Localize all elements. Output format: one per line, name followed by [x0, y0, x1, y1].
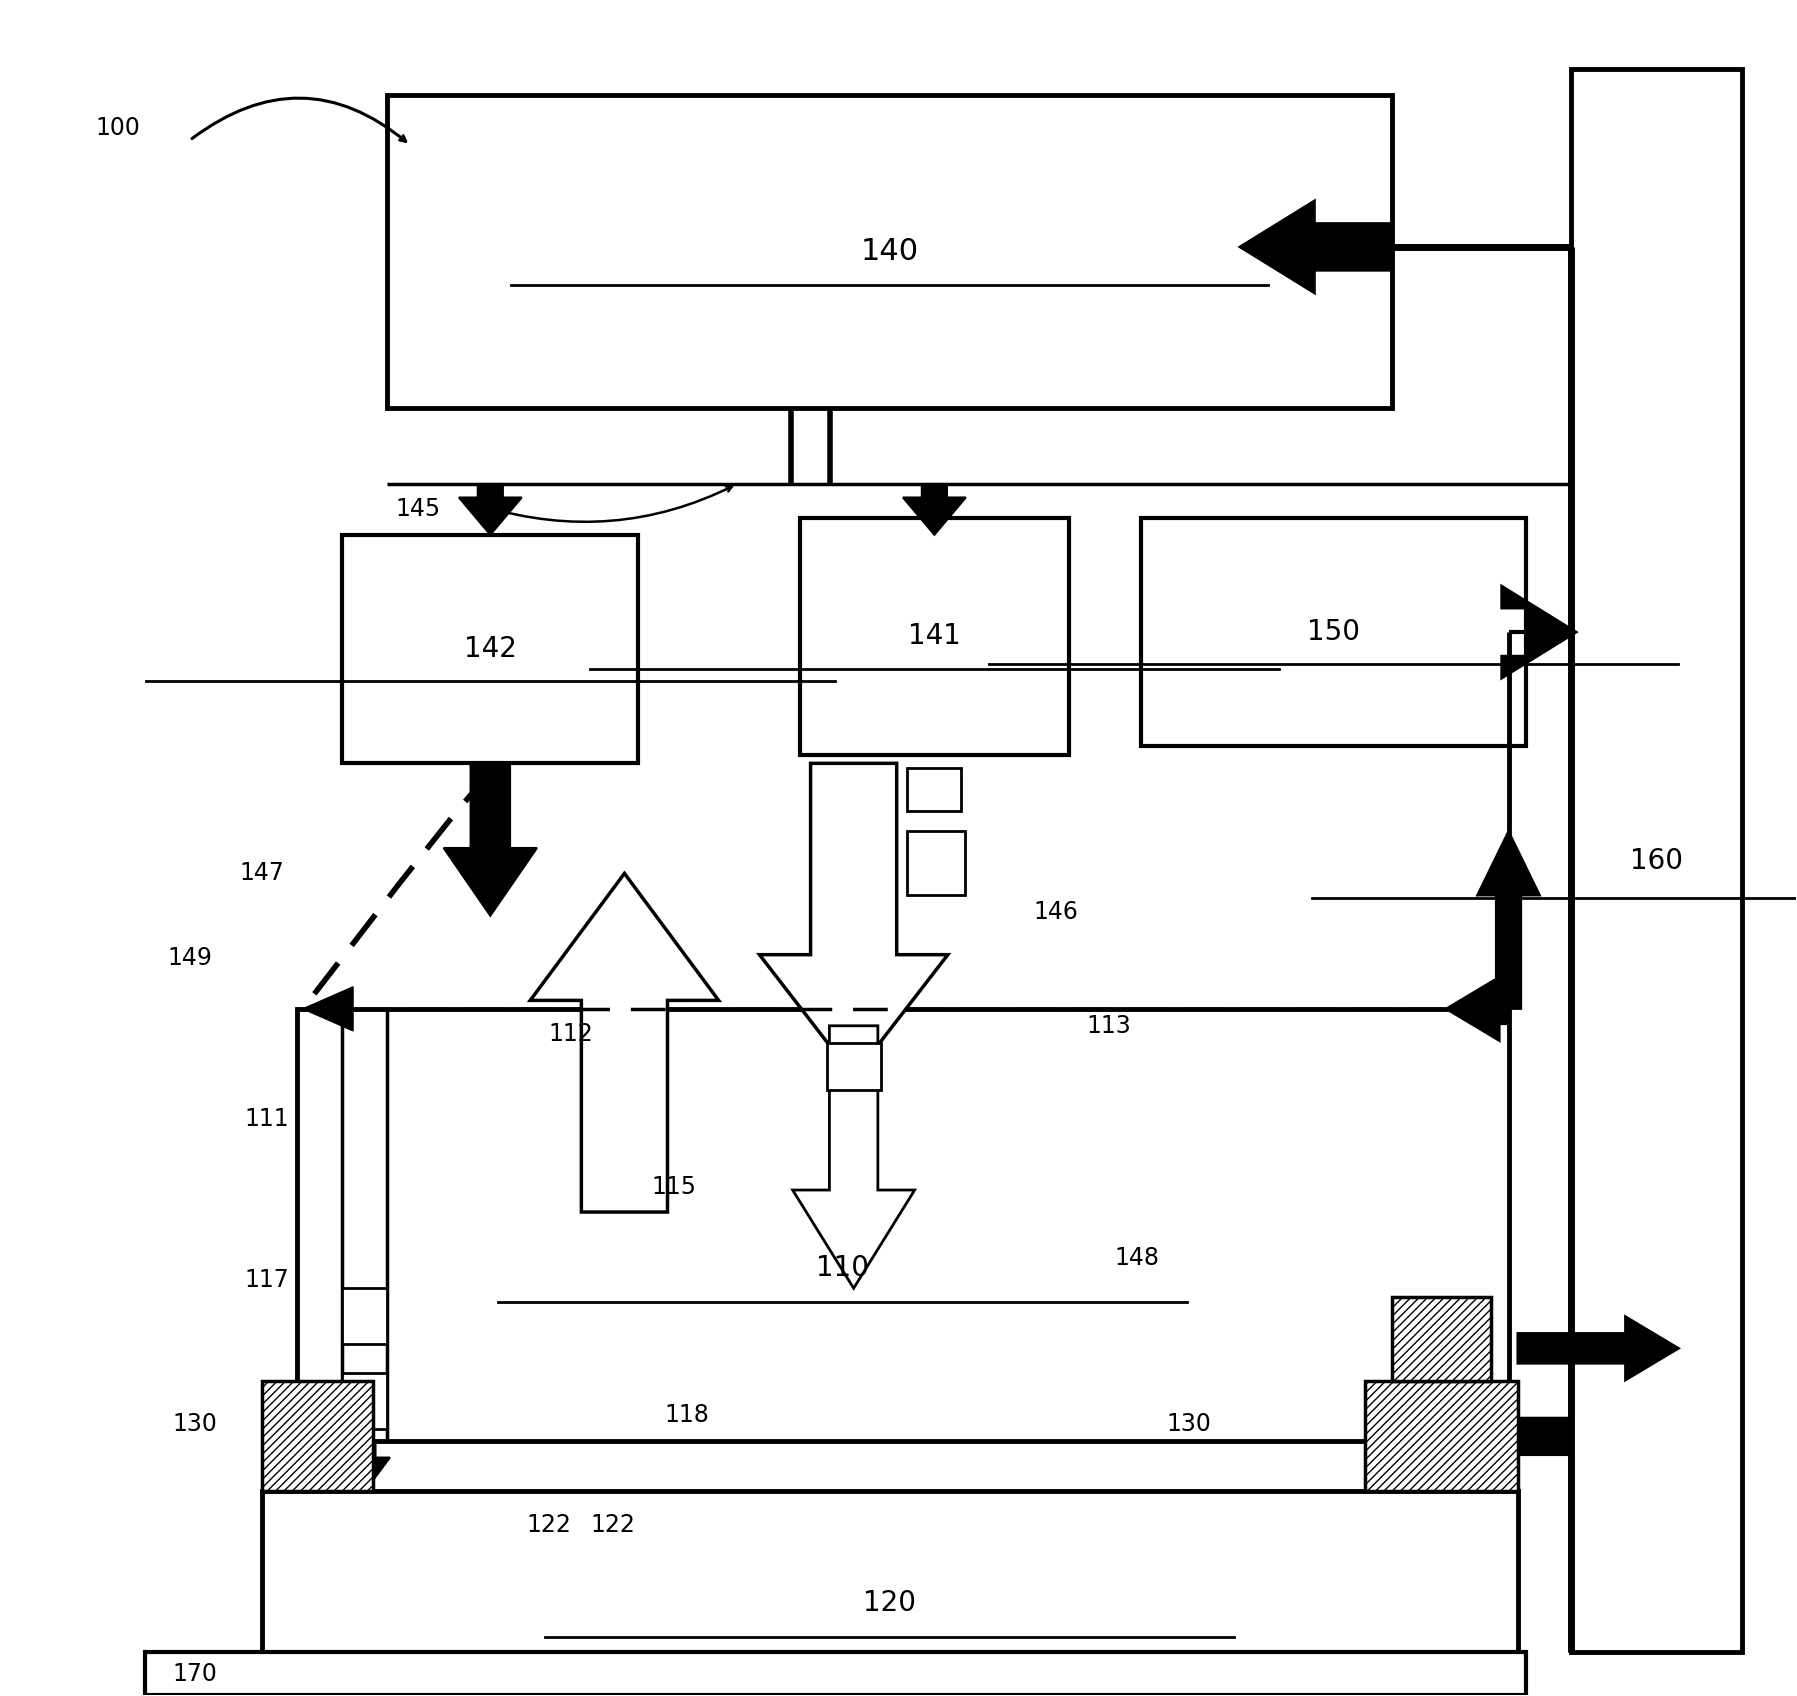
- Text: 130: 130: [173, 1411, 217, 1437]
- Text: 118: 118: [665, 1403, 710, 1428]
- Text: 122: 122: [591, 1513, 636, 1537]
- FancyArrow shape: [458, 483, 521, 534]
- Bar: [262, 1491, 1517, 1677]
- Text: 130: 130: [1166, 1411, 1211, 1437]
- Text: 148: 148: [1114, 1247, 1159, 1270]
- Bar: [1141, 517, 1526, 746]
- FancyArrow shape: [760, 763, 947, 1077]
- FancyArrow shape: [1411, 1399, 1571, 1474]
- FancyArrow shape: [1447, 977, 1508, 1041]
- Bar: [907, 768, 961, 811]
- Text: 122: 122: [527, 1513, 571, 1537]
- Text: 100: 100: [95, 117, 140, 141]
- Text: 150: 150: [1306, 617, 1360, 646]
- Text: 111: 111: [244, 1107, 289, 1131]
- Bar: [262, 1381, 372, 1491]
- Text: 113: 113: [1087, 1014, 1132, 1038]
- FancyArrow shape: [792, 1026, 915, 1289]
- FancyArrow shape: [1517, 1316, 1678, 1381]
- Bar: [1366, 1381, 1517, 1491]
- Text: 141: 141: [907, 622, 961, 650]
- FancyArrow shape: [1500, 585, 1576, 678]
- FancyArrow shape: [1477, 831, 1540, 1009]
- FancyArrow shape: [902, 483, 965, 534]
- Text: 147: 147: [239, 862, 284, 885]
- Polygon shape: [304, 987, 352, 1031]
- Text: 140: 140: [861, 237, 918, 266]
- Text: 120: 120: [863, 1589, 916, 1618]
- Bar: [907, 831, 965, 895]
- Text: 142: 142: [464, 634, 518, 663]
- Text: 149: 149: [167, 946, 212, 970]
- Bar: [341, 534, 638, 763]
- Bar: [146, 1652, 1526, 1694]
- Text: 145: 145: [395, 497, 440, 521]
- Bar: [1571, 70, 1741, 1652]
- Bar: [1393, 1297, 1490, 1381]
- Text: 146: 146: [1033, 901, 1078, 924]
- Text: 115: 115: [652, 1175, 697, 1199]
- Text: 160: 160: [1630, 846, 1684, 875]
- Bar: [341, 1372, 386, 1428]
- Text: 170: 170: [173, 1662, 217, 1686]
- FancyArrow shape: [340, 1440, 390, 1491]
- Bar: [800, 517, 1069, 755]
- FancyArrow shape: [444, 763, 537, 916]
- Bar: [827, 1043, 881, 1091]
- Text: 112: 112: [548, 1023, 593, 1046]
- Text: 117: 117: [244, 1269, 289, 1292]
- Bar: [341, 1289, 386, 1345]
- FancyArrow shape: [530, 873, 719, 1213]
- Bar: [298, 1009, 1508, 1440]
- Bar: [386, 95, 1393, 407]
- Text: 110: 110: [816, 1253, 870, 1282]
- FancyArrow shape: [1240, 200, 1393, 293]
